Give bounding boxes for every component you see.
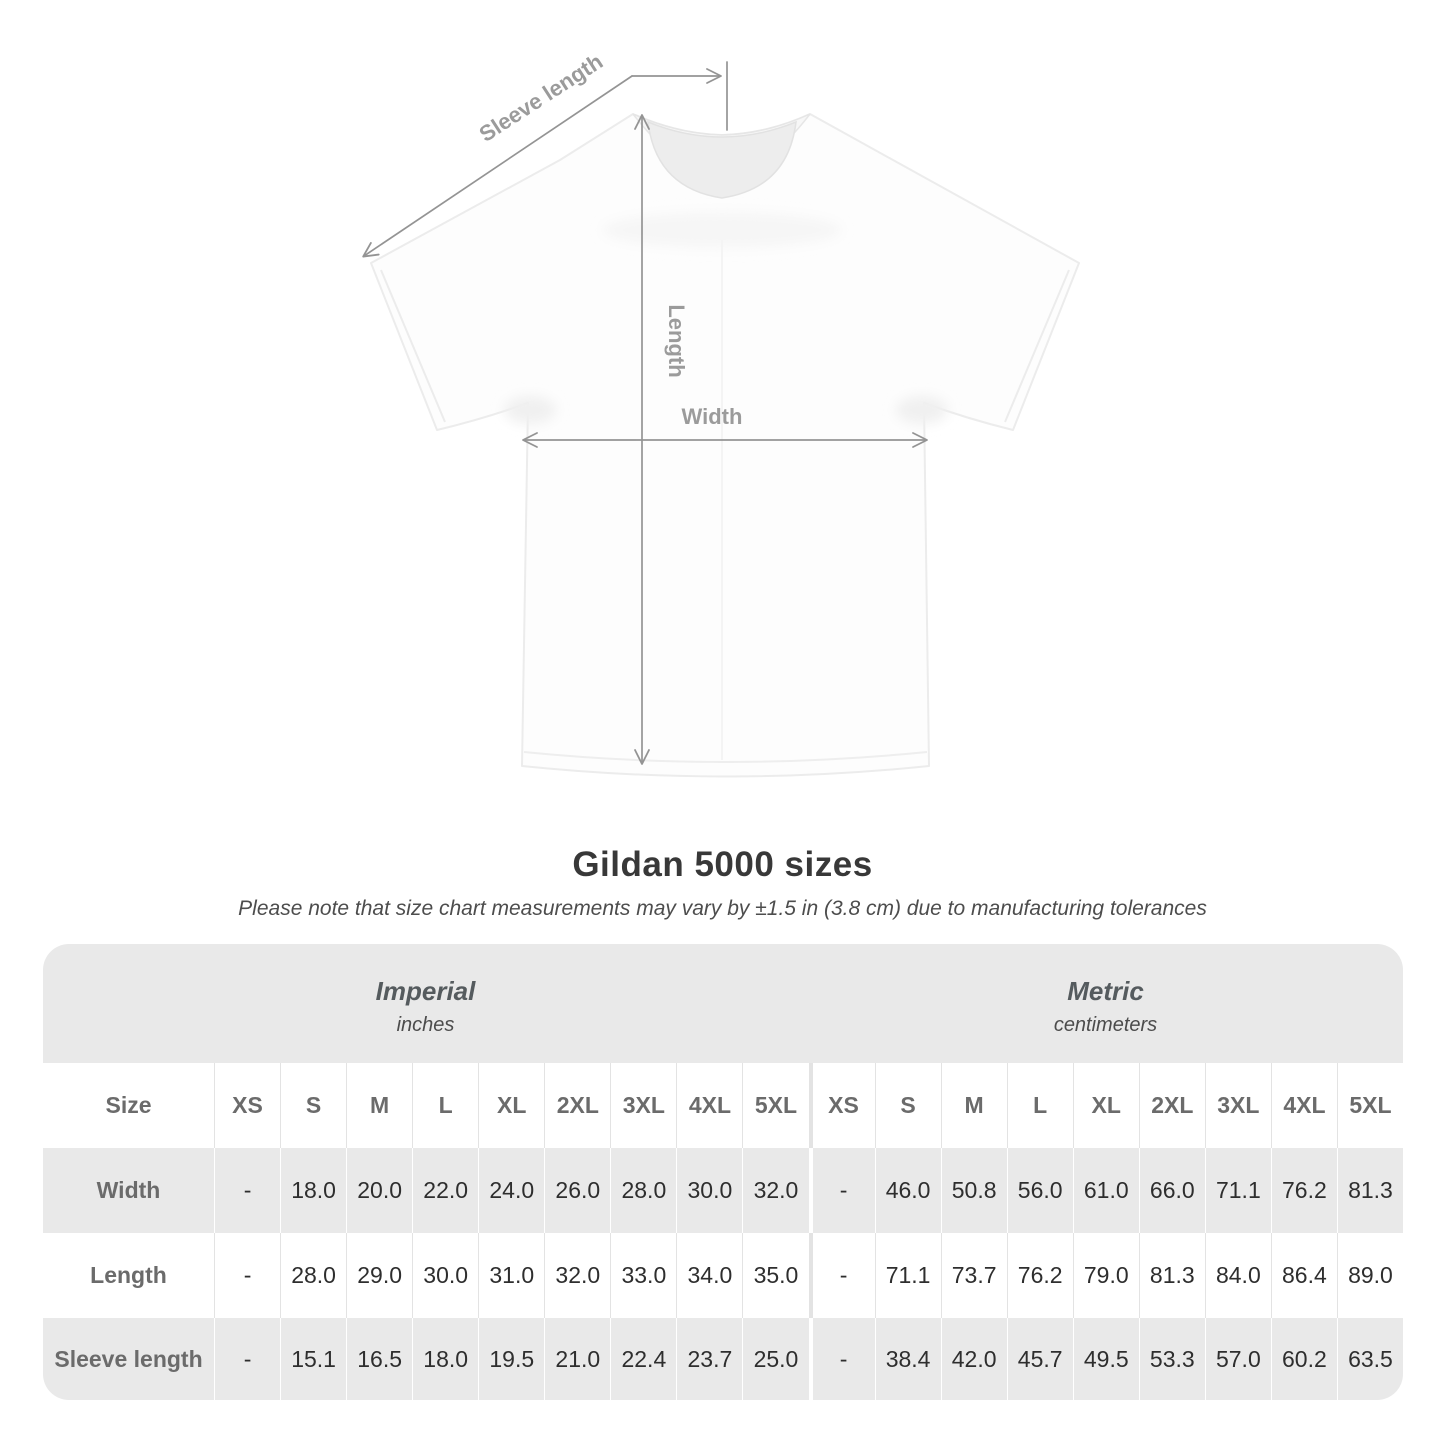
sleeve-length-arrow — [362, 61, 728, 258]
measurement-value: - — [808, 1318, 875, 1400]
measurement-value: 50.8 — [940, 1148, 1007, 1233]
measurement-value: 19.5 — [478, 1318, 544, 1400]
size-column-header: S — [874, 1063, 941, 1148]
measurement-row: Length -28.0 29.0 30.0 31.0 32.0 33.0 34.0 35.0-… — [43, 1233, 1403, 1318]
measurement-value: 38.4 — [874, 1318, 941, 1400]
measurement-value: 18.0 — [280, 1148, 346, 1233]
size-column-header: XS — [214, 1063, 280, 1148]
measurement-value: 28.0 — [280, 1233, 346, 1318]
size-column-header: 5XL — [1336, 1063, 1403, 1148]
measurement-value: 56.0 — [1006, 1148, 1073, 1233]
size-column-header: 5XL — [742, 1063, 808, 1148]
size-column-header: M — [346, 1063, 412, 1148]
measurement-value: 49.5 — [1072, 1318, 1139, 1400]
page-title: Gildan 5000 sizes — [572, 845, 873, 884]
measurement-value: 20.0 — [346, 1148, 412, 1233]
measurement-value: 42.0 — [940, 1318, 1007, 1400]
measurement-value: 22.4 — [610, 1318, 676, 1400]
size-column-header: L — [412, 1063, 478, 1148]
measurement-value: 79.0 — [1072, 1233, 1139, 1318]
size-table-rows: Width -18.0 20.0 22.0 24.0 26.0 28.0 30.0 32.0-4… — [43, 1148, 1403, 1400]
measurement-value: 18.0 — [412, 1318, 478, 1400]
measurement-value: 22.0 — [412, 1148, 478, 1233]
size-column-header: 3XL — [1204, 1063, 1271, 1148]
measurement-value: 29.0 — [346, 1233, 412, 1318]
size-column-header: XS — [808, 1063, 875, 1148]
measurement-value: 53.3 — [1138, 1318, 1205, 1400]
size-column-header: 4XL — [676, 1063, 742, 1148]
width-label: Width — [682, 404, 743, 429]
size-header-row: Size XS S M L XL 2XL 3XL 4XL 5XL XS S M L XL 2XL 3XL 4XL 5… — [43, 1063, 1403, 1148]
measurement-value: 71.1 — [1204, 1148, 1271, 1233]
measurement-value: - — [214, 1148, 280, 1233]
units-header-row: Imperial inches Metric centimeters — [43, 944, 1403, 1063]
measurement-value: 89.0 — [1336, 1233, 1403, 1318]
size-column-header: 2XL — [544, 1063, 610, 1148]
measurement-value: 23.7 — [676, 1318, 742, 1400]
measurement-value: 33.0 — [610, 1233, 676, 1318]
measurement-value: 34.0 — [676, 1233, 742, 1318]
size-header-label: Size — [105, 1092, 152, 1118]
size-column-header: XL — [1072, 1063, 1139, 1148]
measurement-value: 24.0 — [478, 1148, 544, 1233]
measurement-value: 84.0 — [1204, 1233, 1271, 1318]
measurement-row: Sleeve length -15.1 16.5 18.0 19.5 21.0 22.4 23… — [43, 1318, 1403, 1400]
measurement-value: 16.5 — [346, 1318, 412, 1400]
measurement-value: - — [808, 1148, 875, 1233]
size-column-header: 3XL — [610, 1063, 676, 1148]
measurement-value: 32.0 — [544, 1233, 610, 1318]
imperial-label: Imperial — [375, 976, 476, 1006]
page-subtitle: Please note that size chart measurements… — [238, 897, 1207, 920]
metric-unit-label: centimeters — [1053, 1014, 1158, 1036]
measurement-value: 45.7 — [1006, 1318, 1073, 1400]
measurement-value: - — [808, 1233, 875, 1318]
measurement-value: 71.1 — [874, 1233, 941, 1318]
tshirt-measurement-diagram: Sleeve length Length Width — [362, 49, 1080, 778]
sleeve-length-label: Sleeve length — [475, 49, 608, 147]
measurement-value: 86.4 — [1270, 1233, 1337, 1318]
metric-section-header: Metric centimeters — [808, 944, 1403, 1063]
imperial-section-header: Imperial inches — [43, 944, 808, 1063]
tshirt-graphic — [370, 113, 1080, 778]
measurement-value: - — [214, 1318, 280, 1400]
size-column-header: XL — [478, 1063, 544, 1148]
imperial-unit-label: inches — [396, 1014, 455, 1036]
measurement-value: - — [214, 1233, 280, 1318]
measurement-row: Width -18.0 20.0 22.0 24.0 26.0 28.0 30.0 32.0-4… — [43, 1148, 1403, 1233]
measurement-value: 35.0 — [742, 1233, 808, 1318]
measurement-value: 21.0 — [544, 1318, 610, 1400]
measurement-value: 76.2 — [1006, 1233, 1073, 1318]
measurement-value: 76.2 — [1270, 1148, 1337, 1233]
measurement-value: 57.0 — [1204, 1318, 1271, 1400]
measurement-value: 31.0 — [478, 1233, 544, 1318]
metric-label: Metric — [1067, 976, 1144, 1006]
measurement-row-label: Length — [90, 1262, 167, 1288]
size-column-header: M — [940, 1063, 1007, 1148]
measurement-value: 66.0 — [1138, 1148, 1205, 1233]
measurement-value: 61.0 — [1072, 1148, 1139, 1233]
size-column-header: L — [1006, 1063, 1073, 1148]
measurement-value: 32.0 — [742, 1148, 808, 1233]
measurement-row-label: Width — [96, 1177, 161, 1203]
measurement-value: 30.0 — [412, 1233, 478, 1318]
measurement-value: 30.0 — [676, 1148, 742, 1233]
measurement-value: 46.0 — [874, 1148, 941, 1233]
size-table: Imperial inches Metric centimeters Size X… — [43, 944, 1403, 1400]
length-label: Length — [664, 304, 689, 377]
measurement-value: 73.7 — [940, 1233, 1007, 1318]
measurement-value: 81.3 — [1138, 1233, 1205, 1318]
measurement-value: 60.2 — [1270, 1318, 1337, 1400]
size-column-header: S — [280, 1063, 346, 1148]
measurement-value: 15.1 — [280, 1318, 346, 1400]
measurement-value: 26.0 — [544, 1148, 610, 1233]
measurement-value: 28.0 — [610, 1148, 676, 1233]
size-column-header: 4XL — [1270, 1063, 1337, 1148]
measurement-value: 63.5 — [1336, 1318, 1403, 1400]
measurement-row-label: Sleeve length — [54, 1345, 203, 1372]
measurement-value: 81.3 — [1336, 1148, 1403, 1233]
size-column-header: 2XL — [1138, 1063, 1205, 1148]
measurement-value: 25.0 — [742, 1318, 808, 1400]
